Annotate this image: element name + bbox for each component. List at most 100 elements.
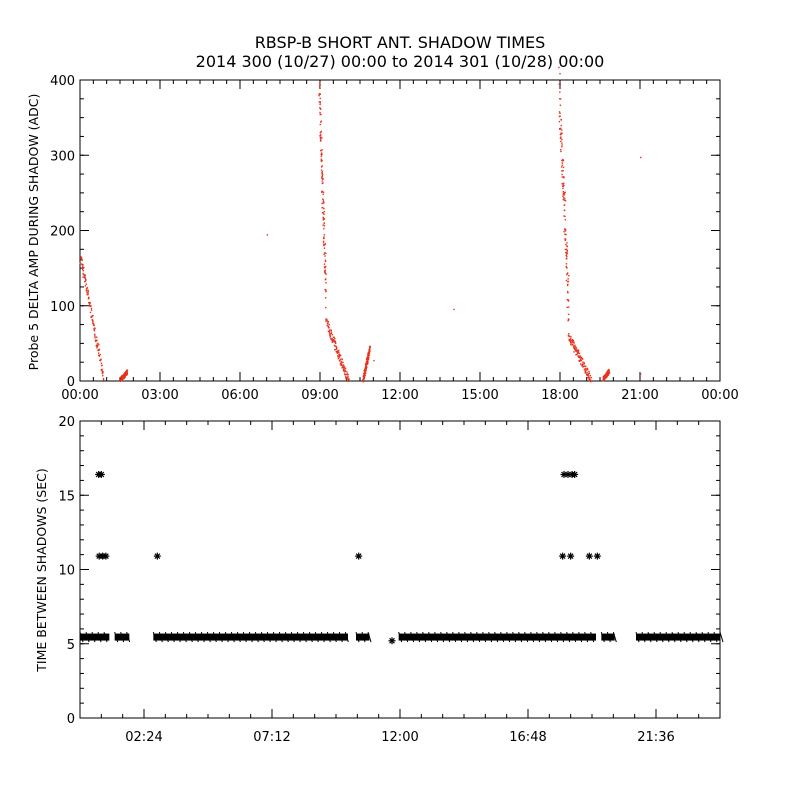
shadow-amp-point	[560, 124, 562, 127]
shadow-amp-point	[347, 378, 349, 380]
shadow-interval-mark	[671, 631, 676, 643]
shadow-amp-point	[101, 364, 103, 366]
shadow-amp-point	[559, 137, 562, 140]
shadow-interval-mark	[458, 631, 463, 643]
shadow-amp-point	[563, 231, 565, 233]
shadow-amp-point	[565, 263, 568, 265]
shadow-amp-point	[564, 230, 567, 232]
shadow-amp-point	[329, 335, 331, 337]
shadow-amp-point	[347, 380, 349, 382]
shadow-amp-point	[563, 184, 565, 187]
shadow-amp-point	[91, 315, 93, 318]
shadow-amp-point	[343, 371, 346, 373]
shadow-amp-point	[322, 200, 325, 203]
shadow-interval-mark	[194, 631, 199, 643]
shadow-interval-mark	[230, 631, 235, 643]
shadow-amp-point	[339, 363, 342, 365]
shadow-amp-point	[98, 344, 100, 346]
shadow-amp-point	[562, 198, 565, 201]
shadow-amp-point	[323, 227, 325, 230]
shadow-amp-point	[93, 324, 95, 327]
shadow-interval-point	[585, 552, 593, 560]
shadow-interval-mark	[320, 631, 325, 643]
shadow-amp-point	[97, 349, 100, 351]
shadow-amp-point	[345, 375, 347, 378]
shadow-amp-point	[96, 336, 98, 338]
shadow-amp-point	[85, 283, 88, 285]
shadow-interval-mark	[188, 631, 193, 643]
shadow-amp-point	[322, 218, 325, 221]
shadow-amp-point	[363, 376, 365, 379]
shadow-amp-point	[82, 265, 84, 267]
shadow-amp-point	[81, 259, 83, 262]
shadow-amp-point	[561, 162, 564, 164]
shadow-amp-point	[590, 376, 592, 379]
shadow-amp-point	[369, 346, 371, 348]
shadow-amp-point	[573, 351, 575, 353]
shadow-amp-point	[366, 358, 369, 360]
shadow-amp-point	[579, 357, 581, 359]
shadow-amp-point	[579, 358, 582, 361]
bottom-panel-data	[79, 470, 724, 645]
shadow-amp-point	[336, 351, 339, 354]
top-x-tick-label: 15:00	[461, 388, 498, 403]
top-x-tick-label: 00:00	[61, 388, 98, 403]
shadow-amp-point	[87, 290, 89, 292]
shadow-amp-point	[124, 374, 127, 377]
shadow-amp-point	[326, 318, 328, 321]
top-y-tick-label: 200	[50, 225, 75, 240]
shadow-amp-point	[562, 160, 564, 162]
shadow-amp-point	[80, 258, 82, 260]
shadow-amp-point	[565, 265, 567, 268]
shadow-amp-point	[94, 335, 96, 337]
shadow-interval-point	[567, 552, 575, 560]
shadow-amp-point	[96, 339, 98, 342]
shadow-amp-point	[82, 269, 85, 272]
shadow-amp-point	[367, 354, 370, 357]
shadow-amp-point	[577, 351, 580, 353]
shadow-amp-point	[571, 340, 574, 343]
bottom-panel-frame	[79, 420, 721, 719]
shadow-amp-point	[320, 120, 322, 122]
shadow-amp-point	[333, 339, 335, 342]
shadow-amp-point	[584, 372, 587, 374]
shadow-amp-point	[345, 373, 347, 376]
asterisk-stroke	[594, 553, 601, 560]
shadow-interval-mark	[506, 631, 511, 643]
shadow-amp-point	[570, 339, 573, 342]
shadow-amp-point	[323, 243, 325, 246]
shadow-amp-point	[321, 211, 324, 214]
bottom-y-tick-label: 5	[67, 638, 75, 653]
shadow-interval-band	[636, 633, 720, 641]
shadow-interval-mark	[612, 631, 617, 643]
shadow-interval-mark	[440, 631, 445, 643]
shadow-amp-point	[338, 349, 340, 352]
shadow-amp-point	[571, 344, 574, 346]
shadow-amp-point	[566, 290, 569, 293]
shadow-amp-point	[579, 355, 581, 357]
shadow-amp-point	[567, 278, 569, 280]
shadow-interval-mark	[518, 631, 523, 643]
shadow-amp-point	[560, 119, 563, 121]
shadow-amp-point	[347, 373, 349, 376]
shadow-amp-point	[584, 369, 587, 371]
shadow-amp-point	[567, 283, 569, 286]
shadow-amp-point	[338, 354, 341, 357]
shadow-interval-mark	[85, 631, 90, 643]
top-panel-frame	[79, 79, 721, 382]
shadow-interval-mark	[422, 631, 427, 643]
shadow-interval-mark	[542, 631, 547, 643]
shadow-amp-point	[577, 349, 579, 351]
shadow-interval-mark	[206, 631, 211, 643]
shadow-amp-point	[568, 338, 570, 341]
shadow-amp-point	[569, 339, 572, 341]
shadow-amp-point	[319, 140, 322, 142]
asterisk-stroke	[98, 471, 105, 478]
bottom-x-tick-label: 12:00	[381, 730, 418, 745]
shadow-amp-point	[365, 367, 368, 370]
shadow-amp-point	[565, 233, 567, 236]
shadow-amp-point	[578, 360, 581, 362]
shadow-amp-point	[322, 240, 325, 243]
shadow-amp-point	[338, 352, 340, 354]
shadow-interval-band	[356, 633, 370, 641]
